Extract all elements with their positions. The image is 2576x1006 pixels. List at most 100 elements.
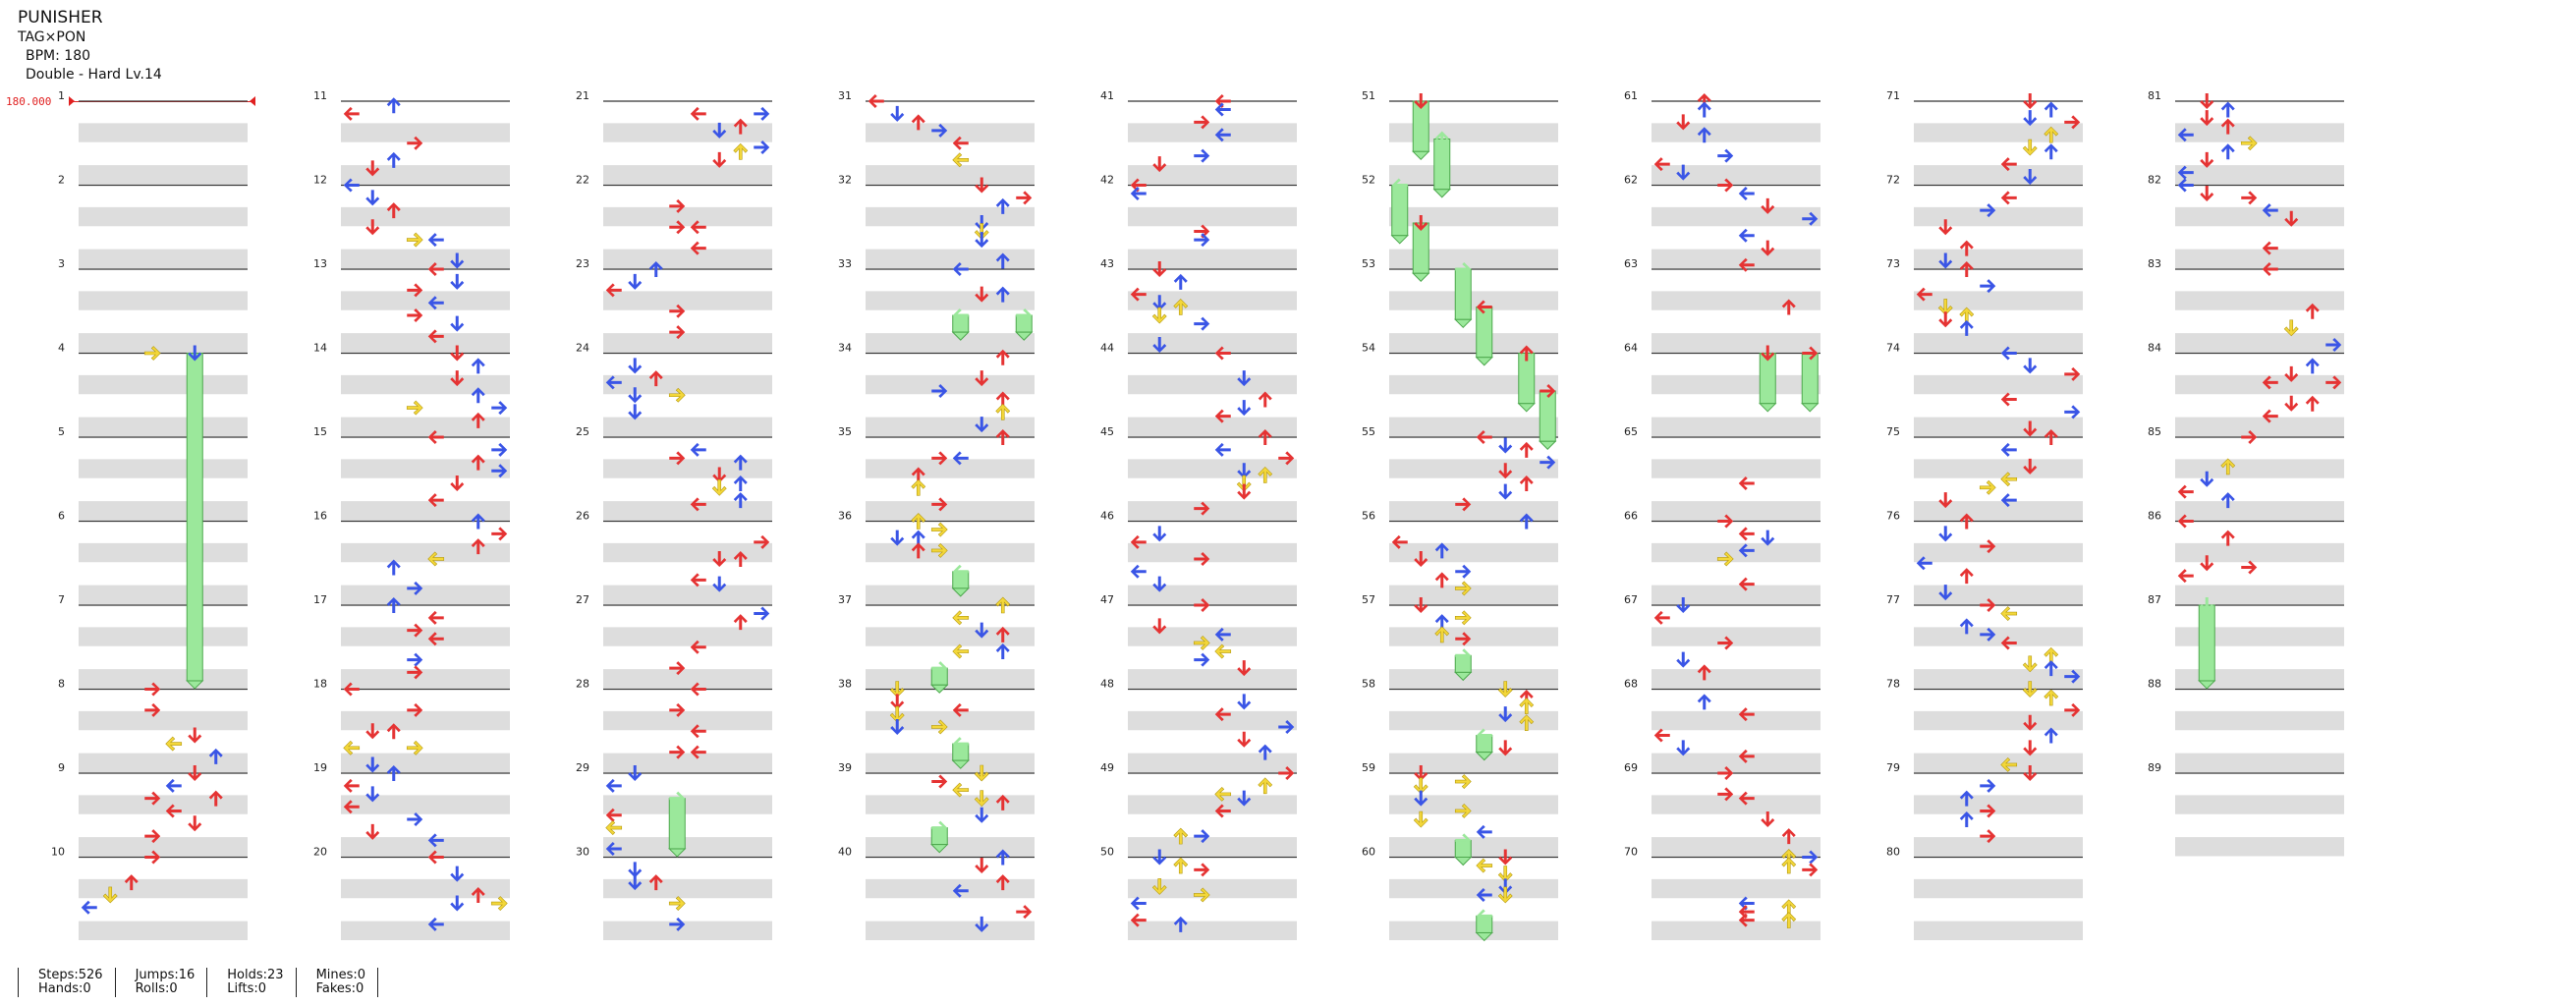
note-arrow-red (1717, 787, 1734, 802)
beat-band (1914, 921, 2083, 940)
note-arrow-blue (365, 190, 380, 206)
note-arrow-red (2200, 93, 2214, 109)
note-arrow-green (2200, 597, 2214, 613)
note-arrow-blue (1738, 543, 1755, 558)
note-arrow-blue (1455, 564, 1472, 579)
note-arrow-blue (1519, 513, 1534, 530)
measure-number: 31 (838, 89, 852, 102)
note-arrow-yellow (406, 232, 423, 248)
note-arrow-blue (165, 778, 182, 793)
note-arrow-red (669, 661, 686, 676)
note-arrow-red (975, 858, 989, 874)
note-arrow-red (2241, 560, 2258, 575)
note-arrow-red (1414, 93, 1428, 109)
note-arrow-blue (1761, 530, 1775, 546)
hold-body (1454, 839, 1472, 859)
note-arrow-blue (1938, 526, 1953, 542)
note-arrow-red (733, 614, 748, 631)
note-arrow-red (911, 467, 925, 483)
note-arrow-red (2177, 514, 2194, 529)
measure-number: 44 (1100, 342, 1114, 355)
measure-number: 34 (838, 342, 852, 355)
note-arrow-red (1414, 765, 1428, 781)
beat-band (603, 249, 772, 268)
hold-tail (1432, 189, 1451, 198)
note-arrow-yellow (1497, 681, 1513, 698)
beat-band (1389, 627, 1558, 646)
hold-body (1476, 735, 1493, 754)
note-arrow-red (2023, 740, 2038, 756)
note-arrow-blue (1237, 790, 1252, 807)
beat-band (603, 459, 772, 478)
beat-band (1652, 249, 1820, 268)
note-arrow-blue (188, 345, 202, 362)
beat-band (1389, 374, 1558, 395)
beat-band (1652, 459, 1820, 478)
beat-band (341, 542, 510, 563)
note-arrow-blue (1938, 252, 1953, 269)
measure-number: 57 (1362, 593, 1375, 606)
beat-band (341, 669, 510, 689)
note-arrow-red (471, 538, 485, 555)
song-bpm: BPM: 180 (26, 48, 91, 64)
beat-band (1914, 627, 2083, 646)
measure-number: 78 (1886, 678, 1900, 691)
note-arrow-green (1455, 648, 1472, 663)
note-arrow-red (1717, 636, 1734, 650)
note-arrow-red (975, 286, 989, 303)
measure-number: 58 (1362, 678, 1375, 691)
note-arrow-red (427, 493, 444, 508)
note-arrow-yellow (2022, 681, 2038, 698)
hold-body (952, 743, 970, 761)
note-arrow-red (1738, 577, 1755, 591)
beat-band (79, 542, 248, 563)
note-arrow-blue (2220, 492, 2235, 509)
beat-band (603, 921, 772, 940)
note-arrow-red (427, 632, 444, 646)
note-arrow-blue (2177, 165, 2194, 180)
beat-band (866, 206, 1035, 227)
note-arrow-red (1938, 219, 1953, 236)
note-arrow-blue (628, 404, 643, 420)
measure-number: 10 (51, 846, 65, 859)
note-arrow-red (208, 790, 223, 807)
note-arrow-blue (1237, 463, 1252, 479)
hold-body (1454, 268, 1472, 320)
measure-number: 29 (576, 761, 589, 774)
note-arrow-green (931, 820, 948, 835)
measure-number: 36 (838, 510, 852, 523)
note-arrow-red (1781, 828, 1796, 845)
beat-band (1128, 921, 1297, 940)
note-arrow-red (365, 219, 380, 236)
note-arrow-blue (1959, 618, 1974, 635)
note-arrow-blue (628, 273, 643, 290)
note-arrow-red (343, 106, 360, 121)
note-arrow-blue (208, 748, 223, 764)
beat-band (1652, 669, 1820, 689)
bpm-change-label: 180.000 (6, 95, 52, 108)
hold-tail (1015, 331, 1034, 341)
note-arrow-red (1152, 618, 1167, 635)
note-arrow-red (2044, 429, 2058, 445)
note-arrow-blue (2000, 442, 2017, 457)
note-arrow-red (1959, 261, 1974, 277)
measure-number: 9 (58, 761, 65, 774)
stats-bar: Steps:526 Hands:0 Jumps:16 Rolls:0 Holds… (18, 968, 379, 997)
beat-band (603, 627, 772, 646)
beat-band (603, 710, 772, 731)
beat-band (1914, 165, 2083, 185)
note-arrow-blue (931, 383, 948, 398)
beat-band (1652, 710, 1820, 731)
note-arrow-red (952, 702, 969, 717)
note-arrow-blue (1959, 319, 1974, 336)
note-arrow-blue (605, 778, 622, 793)
note-arrow-blue (754, 106, 770, 121)
note-arrow-red (1676, 114, 1691, 131)
note-arrow-red (1498, 740, 1513, 756)
note-arrow-blue (491, 464, 508, 478)
note-arrow-blue (712, 122, 727, 139)
note-arrow-blue (952, 451, 969, 466)
note-arrow-red (1738, 257, 1755, 272)
note-arrow-red (995, 429, 1010, 445)
note-arrow-red (690, 106, 706, 121)
